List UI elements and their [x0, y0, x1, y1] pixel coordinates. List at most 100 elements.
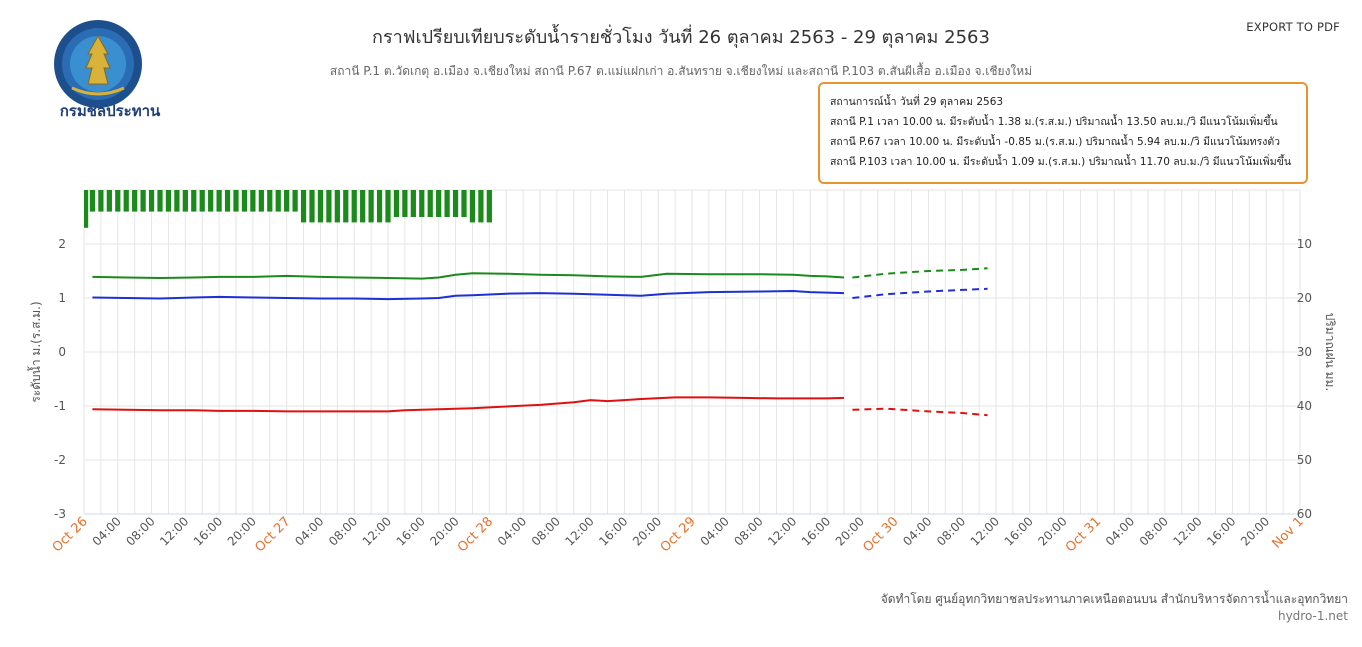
rain-bar — [191, 190, 197, 212]
chart-subtitle: สถานี P.1 ต.วัดเกตุ อ.เมือง จ.เชียงใหม่ … — [329, 64, 1033, 78]
y2-axis-title: ปริมาณฝน มม. — [1323, 313, 1337, 392]
rain-bar — [351, 190, 357, 223]
site-link[interactable]: hydro-1.net — [1277, 609, 1348, 623]
rain-bar — [199, 190, 205, 212]
x-minor-tick-label: 12:00 — [157, 514, 191, 548]
rain-bar — [436, 190, 442, 217]
rain-bar — [461, 190, 467, 217]
rain-bar — [334, 190, 340, 223]
rain-bar — [89, 190, 96, 212]
rain-bar — [284, 190, 290, 212]
x-minor-tick-label: 04:00 — [698, 514, 732, 548]
export-pdf-button[interactable]: EXPORT TO PDF — [1246, 20, 1340, 34]
x-minor-tick-label: 08:00 — [1137, 514, 1171, 548]
x-minor-tick-label: 12:00 — [562, 514, 596, 548]
rain-bar — [84, 190, 89, 228]
rain-bar — [385, 190, 391, 223]
rain-bar — [250, 190, 256, 212]
rain-bar — [300, 190, 307, 223]
rain-bar — [165, 190, 172, 212]
rain-bar — [326, 190, 332, 223]
x-major-tick-label: Nov 1 — [1270, 514, 1307, 551]
rain-bar — [410, 190, 416, 217]
rain-bar — [241, 190, 248, 212]
y-tick-label: 2 — [58, 237, 66, 251]
x-minor-tick-label: 08:00 — [731, 514, 765, 548]
y2-tick-label: 10 — [1297, 237, 1312, 251]
rain-bar — [393, 190, 400, 217]
rain-bar — [360, 190, 366, 223]
x-minor-tick-label: 08:00 — [529, 514, 563, 548]
y-axis-title: ระดับน้ำ ม.(ร.ส.ม.) — [27, 301, 43, 402]
y2-tick-label: 40 — [1297, 399, 1312, 413]
x-major-tick-label: Oct 27 — [252, 514, 293, 555]
x-minor-tick-label: 16:00 — [394, 514, 428, 548]
x-minor-tick-label: 04:00 — [90, 514, 124, 548]
x-minor-tick-label: 16:00 — [1204, 514, 1238, 548]
y-tick-label: -3 — [54, 507, 66, 521]
y-tick-label: 1 — [58, 291, 66, 305]
rain-bar — [258, 190, 264, 212]
x-minor-tick-label: 16:00 — [596, 514, 630, 548]
rain-bar — [376, 190, 383, 223]
x-minor-tick-label: 12:00 — [360, 514, 394, 548]
x-minor-tick-label: 16:00 — [1002, 514, 1036, 548]
royal-irrigation-department-logo: กรมชลประทาน — [54, 20, 161, 120]
chart-title: กราฟเปรียบเทียบระดับน้ำรายชั่วโมง วันที่… — [372, 27, 990, 48]
x-minor-tick-label: 20:00 — [1238, 514, 1272, 548]
series-line-forecast — [852, 287, 988, 299]
x-minor-tick-label: 12:00 — [1170, 514, 1204, 548]
x-minor-tick-label: 04:00 — [495, 514, 529, 548]
logo-arc — [71, 86, 125, 96]
x-minor-tick-label: 08:00 — [326, 514, 360, 548]
x-minor-tick-label: 12:00 — [765, 514, 799, 548]
rain-bar — [106, 190, 112, 212]
rain-bar — [174, 190, 180, 212]
x-minor-tick-label: 12:00 — [968, 514, 1002, 548]
y2-tick-label: 50 — [1297, 453, 1312, 467]
series-line-forecast — [852, 407, 988, 417]
rain-bar — [123, 190, 129, 212]
rain-bar — [267, 190, 273, 212]
rain-bar — [115, 190, 121, 212]
rain-bar — [486, 190, 492, 223]
rain-bar — [148, 190, 155, 212]
y2-tick-label: 20 — [1297, 291, 1312, 305]
rain-bar — [368, 190, 374, 223]
rain-bar — [419, 190, 425, 217]
rain-bar — [98, 190, 104, 212]
series-line-observed — [92, 289, 845, 301]
x-major-tick-label: Oct 31 — [1063, 514, 1104, 555]
status-line-date: สถานการณ์น้ำ วันที่ 29 ตุลาคม 2563 — [830, 96, 1004, 108]
series-line-observed — [92, 396, 845, 413]
rain-bar — [157, 190, 163, 212]
y-tick-label: -2 — [54, 453, 66, 467]
logo-wordmark: กรมชลประทาน — [60, 102, 161, 120]
rain-bar — [140, 190, 146, 212]
rain-bar — [292, 190, 298, 212]
y-tick-label: 0 — [58, 345, 66, 359]
rain-bar — [343, 190, 349, 223]
rain-bar — [132, 190, 138, 212]
rain-bar — [208, 190, 214, 212]
y-tick-label: -1 — [54, 399, 66, 413]
logo-emblem-icon — [85, 34, 111, 85]
rain-bar — [182, 190, 188, 212]
axes: -3 -2 -1 0 1 2 10 20 30 40 50 60 ระดับน้ำ ม.(ร.ส.ม.)… — [27, 237, 1337, 555]
rain-bar — [478, 190, 484, 223]
rain-bar — [402, 190, 408, 217]
x-major-tick-label: Oct 29 — [658, 514, 699, 555]
rain-bar — [469, 190, 476, 223]
x-major-tick-label: Oct 28 — [455, 514, 496, 555]
x-minor-tick-label: 04:00 — [1103, 514, 1137, 548]
water-level-series — [92, 267, 988, 417]
x-minor-tick-label: 08:00 — [934, 514, 968, 548]
rain-bar — [444, 190, 450, 217]
status-line-p67: สถานี P.67 เวลา 10.00 น. มีระดับน้ำ -0.8… — [830, 136, 1281, 148]
rain-bar — [216, 190, 222, 212]
rain-bar — [309, 190, 315, 223]
grid-layer — [83, 189, 1301, 515]
rain-bar — [427, 190, 433, 217]
series-line-observed — [92, 272, 845, 280]
